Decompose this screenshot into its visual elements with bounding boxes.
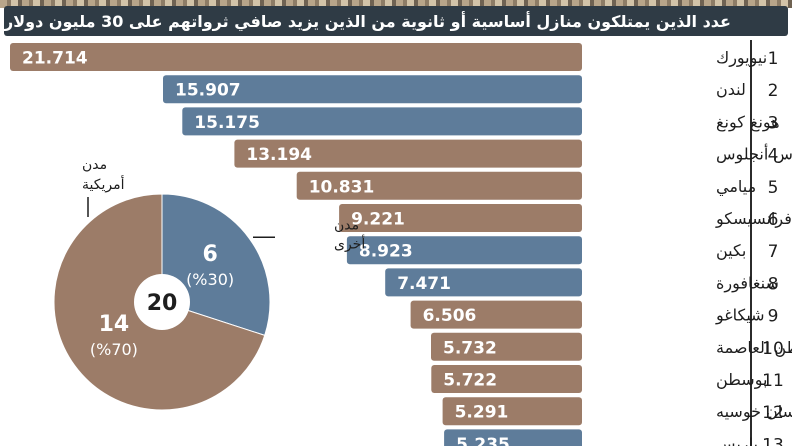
rank-label: 9 bbox=[768, 307, 779, 327]
pie-total-label: 20 bbox=[147, 291, 178, 316]
city-label: ميامي bbox=[716, 177, 756, 197]
pie-annotation-label: مدن bbox=[82, 157, 107, 173]
bar bbox=[346, 236, 582, 265]
city-label: سان فرانسيسكو bbox=[715, 209, 792, 229]
pie-annotation-label: أمريكية bbox=[82, 175, 125, 193]
pie-annotation-label: مدن bbox=[334, 217, 359, 233]
header-photo-strip bbox=[0, 0, 792, 8]
bar bbox=[234, 139, 582, 168]
rank-label: 13 bbox=[762, 435, 784, 446]
rank-label: 2 bbox=[768, 81, 779, 101]
rank-label: 3 bbox=[768, 113, 779, 133]
rank-label: 8 bbox=[768, 274, 779, 294]
bar-value-label: 13.194 bbox=[246, 145, 312, 165]
bars-layer: 21.714 نيويورك 1 15.907 لندن 2 15.175 هونغ كونغ… bbox=[10, 43, 792, 446]
city-label: بوسطن bbox=[716, 370, 767, 390]
bar bbox=[410, 300, 582, 329]
bar-value-label: 9.221 bbox=[351, 210, 405, 230]
bar bbox=[163, 75, 582, 104]
rank-label: 11 bbox=[762, 371, 784, 391]
bar-value-label: 5.291 bbox=[455, 403, 509, 423]
bar-value-label: 5.732 bbox=[443, 338, 497, 358]
pie-count-label: 14 bbox=[99, 312, 130, 337]
bar bbox=[385, 268, 582, 297]
city-label: واشنطن العاصمة bbox=[716, 338, 792, 358]
pie-count-label: 6 bbox=[202, 242, 217, 267]
bar-value-label: 8.923 bbox=[359, 242, 413, 262]
chart-title-bar: عدد الذين يمتلكون منازل أساسية أو ثانوية… bbox=[4, 6, 788, 36]
bar bbox=[442, 397, 582, 426]
rank-label: 7 bbox=[768, 242, 779, 262]
rank-label: 6 bbox=[768, 210, 779, 230]
rank-label: 1 bbox=[768, 49, 779, 69]
chart-title: عدد الذين يمتلكون منازل أساسية أو ثانوية… bbox=[4, 11, 731, 31]
bar bbox=[296, 171, 582, 200]
bar bbox=[10, 43, 582, 71]
bar-value-label: 15.907 bbox=[175, 81, 241, 101]
city-label: سنغافورة bbox=[716, 273, 779, 293]
rank-label: 10 bbox=[762, 339, 784, 359]
rank-label: 5 bbox=[768, 178, 779, 198]
city-label: سان خوسيه bbox=[716, 402, 792, 422]
city-label: شيكاغو bbox=[715, 306, 765, 326]
city-label: لندن bbox=[716, 80, 746, 99]
city-label: باريس bbox=[716, 434, 758, 446]
pie-percent-label: (%30) bbox=[186, 270, 234, 289]
pie-annotation-label: أخرى bbox=[334, 234, 365, 252]
rank-divider-line bbox=[750, 40, 752, 446]
bar-value-label: 21.714 bbox=[22, 49, 88, 69]
rank-label: 12 bbox=[762, 403, 784, 423]
city-label: بكين bbox=[716, 241, 746, 261]
city-label: لوس أنجلوس bbox=[716, 144, 792, 165]
bar-value-label: 5.722 bbox=[443, 371, 497, 391]
city-label: نيويورك bbox=[716, 48, 767, 68]
pie-center-hole bbox=[134, 274, 190, 330]
bar-value-label: 15.175 bbox=[194, 113, 260, 133]
city-label: هونغ كونغ bbox=[716, 112, 780, 132]
bar bbox=[431, 365, 582, 393]
bar bbox=[339, 204, 582, 232]
bar bbox=[182, 107, 583, 136]
rank-label: 4 bbox=[768, 146, 779, 166]
bar bbox=[431, 332, 582, 361]
bar-value-label: 7.471 bbox=[397, 274, 451, 294]
bar-value-label: 10.831 bbox=[309, 177, 375, 197]
bar bbox=[444, 429, 582, 446]
bar-value-label: 6.506 bbox=[423, 306, 477, 326]
bar-value-label: 5.235 bbox=[456, 435, 510, 446]
pie-percent-label: (%70) bbox=[90, 340, 138, 359]
